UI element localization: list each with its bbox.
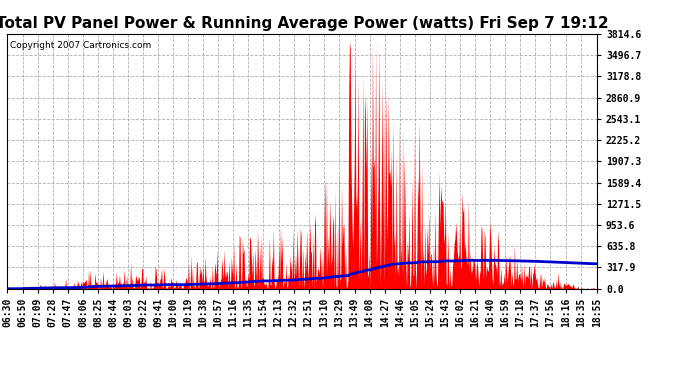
Text: Copyright 2007 Cartronics.com: Copyright 2007 Cartronics.com <box>10 41 151 50</box>
Title: Total PV Panel Power & Running Average Power (watts) Fri Sep 7 19:12: Total PV Panel Power & Running Average P… <box>0 16 608 31</box>
